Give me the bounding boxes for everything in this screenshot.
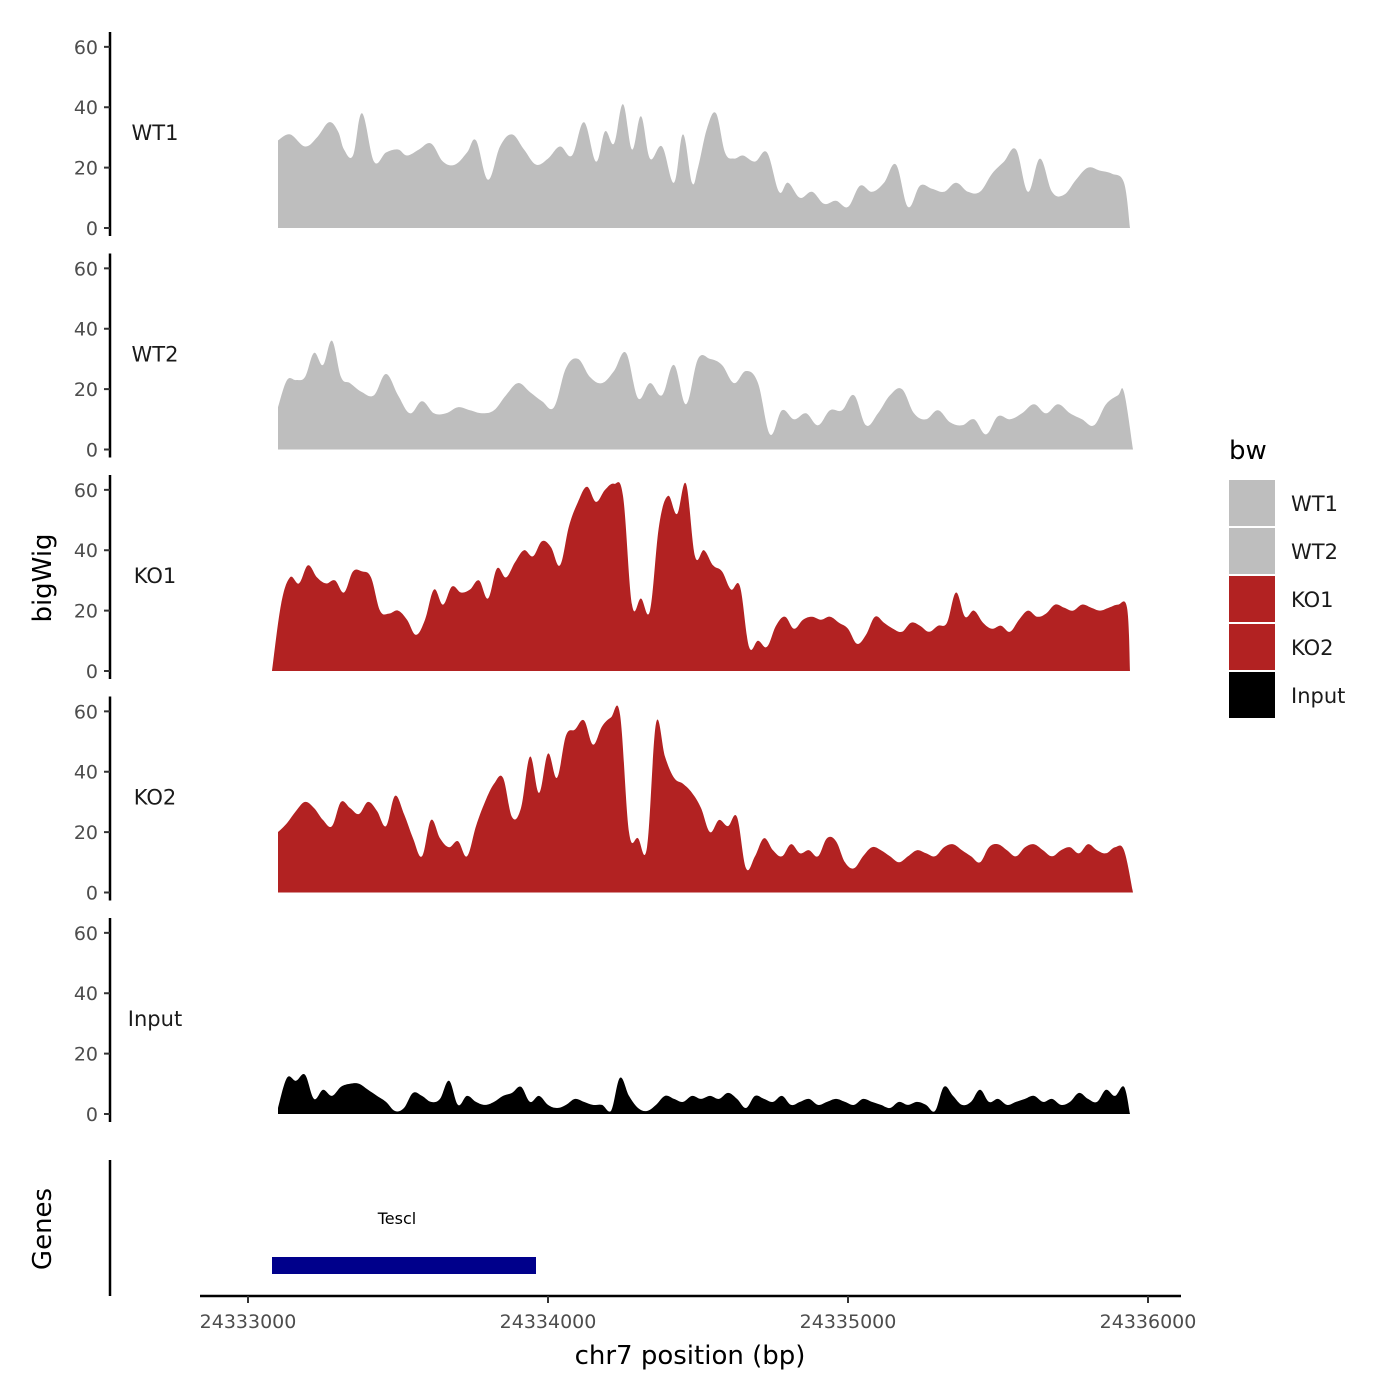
y-tick-label: 40 <box>74 540 98 562</box>
gene-label: Tescl <box>377 1209 416 1228</box>
area-wt2 <box>278 340 1133 450</box>
track-label: WT2 <box>132 342 179 366</box>
x-axis-title: chr7 position (bp) <box>575 1341 806 1371</box>
y-tick-label: 0 <box>86 1104 98 1126</box>
area-ko1 <box>272 482 1130 671</box>
legend-swatch <box>1229 480 1275 526</box>
y-tick-label: 40 <box>74 762 98 784</box>
legend-swatch <box>1229 576 1275 622</box>
y-tick-label: 20 <box>74 822 98 844</box>
track-ko1: 0 20 40 60 KO1 <box>74 475 1130 683</box>
track-label: KO1 <box>134 564 177 588</box>
area-wt1 <box>278 104 1130 228</box>
area-ko2 <box>278 705 1133 893</box>
legend-swatch <box>1229 528 1275 574</box>
x-tick-label: 24335000 <box>800 1311 897 1333</box>
legend-item-ko1: KO1 <box>1229 576 1334 622</box>
legend-item-ko2: KO2 <box>1229 624 1334 670</box>
gene-bar <box>272 1257 536 1274</box>
track-wt2: 0 20 40 60 WT2 <box>74 253 1133 462</box>
y-tick-label: 60 <box>74 37 98 59</box>
y-tick-label: 0 <box>86 661 98 683</box>
track-ko2: 0 20 40 60 KO2 <box>74 696 1133 905</box>
x-tick-label: 24333000 <box>200 1311 297 1333</box>
legend-label: Input <box>1291 684 1345 708</box>
legend-label: WT2 <box>1291 540 1338 564</box>
legend-label: KO1 <box>1291 588 1334 612</box>
y-tick-label: 60 <box>74 480 98 502</box>
y-tick-label: 40 <box>74 97 98 119</box>
track-label: KO2 <box>134 785 177 809</box>
y-tick-label: 40 <box>74 319 98 341</box>
x-axis: 24333000 24334000 24335000 24336000 <box>200 1294 1197 1333</box>
y-tick-label: 20 <box>74 158 98 180</box>
track-input: 0 20 40 60 Input <box>74 918 1130 1126</box>
legend-swatch <box>1229 624 1275 670</box>
legend-label: KO2 <box>1291 636 1334 660</box>
y-tick-label: 60 <box>74 923 98 945</box>
y-tick-label: 60 <box>74 258 98 280</box>
legend: bw WT1 WT2 KO1 KO2 Input <box>1229 436 1345 718</box>
track-wt1: 0 20 40 60 WT1 <box>74 32 1130 240</box>
track-label: WT1 <box>132 121 179 145</box>
legend-item-wt2: WT2 <box>1229 528 1338 574</box>
y-axis-title: bigWig <box>28 533 58 622</box>
x-tick-label: 24334000 <box>500 1311 597 1333</box>
y-tick-label: 60 <box>74 701 98 723</box>
x-tick-label: 24336000 <box>1100 1311 1197 1333</box>
tracks-layer: 0 20 40 60 WT1 0 20 40 60 WT2 0 20 40 60 KO1 0 20 40 60 KO2… <box>74 32 1133 1126</box>
legend-item-wt1: WT1 <box>1229 480 1338 526</box>
gene-track: Tescl <box>108 1160 536 1296</box>
y-tick-label: 20 <box>74 601 98 623</box>
legend-item-input: Input <box>1229 672 1345 718</box>
legend-title: bw <box>1229 436 1267 466</box>
y-tick-label: 20 <box>74 1044 98 1066</box>
y-tick-label: 0 <box>86 440 98 462</box>
legend-label: WT1 <box>1291 492 1338 516</box>
y-tick-label: 20 <box>74 379 98 401</box>
y-tick-label: 0 <box>86 883 98 905</box>
y-tick-label: 0 <box>86 218 98 240</box>
area-input <box>278 1074 1130 1114</box>
y-tick-label: 40 <box>74 983 98 1005</box>
track-label: Input <box>128 1007 182 1031</box>
legend-swatch <box>1229 672 1275 718</box>
genes-axis-title: Genes <box>28 1188 58 1270</box>
